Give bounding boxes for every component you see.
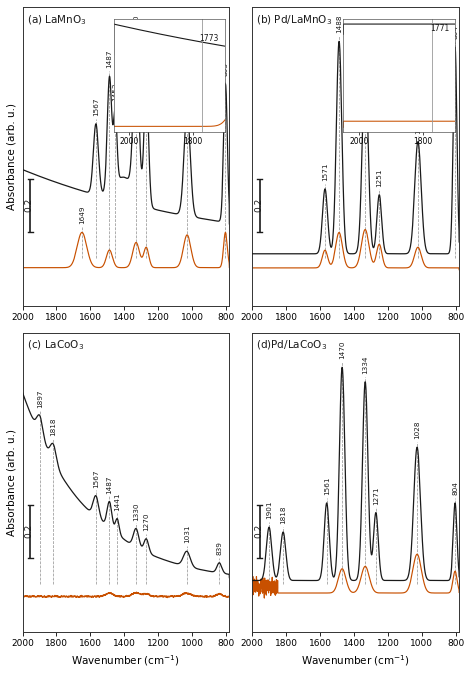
Text: (d)Pd/LaCoO$_{3}$: (d)Pd/LaCoO$_{3}$ — [256, 339, 328, 352]
Text: 1270: 1270 — [143, 512, 149, 531]
Text: 0.2: 0.2 — [25, 198, 34, 213]
Text: 1571: 1571 — [322, 163, 328, 181]
Text: 1567: 1567 — [93, 97, 99, 116]
X-axis label: Wavenumber (cm$^{-1}$): Wavenumber (cm$^{-1}$) — [301, 653, 410, 668]
Text: 1567: 1567 — [93, 469, 99, 488]
Y-axis label: Absorbance (arb. u.): Absorbance (arb. u.) — [7, 429, 17, 536]
Text: 1818: 1818 — [51, 418, 56, 436]
Text: 1251: 1251 — [376, 168, 382, 187]
Text: 1487: 1487 — [107, 475, 112, 493]
Text: 0.2: 0.2 — [25, 524, 34, 539]
Text: 1031: 1031 — [184, 525, 190, 543]
Y-axis label: Absorbance (arb. u.): Absorbance (arb. u.) — [7, 103, 17, 210]
Text: 1270: 1270 — [143, 58, 149, 76]
Text: 1028: 1028 — [414, 421, 420, 439]
Text: 1330: 1330 — [133, 15, 139, 34]
Text: 1901: 1901 — [266, 501, 272, 519]
Text: 1488: 1488 — [336, 15, 342, 33]
Text: 1271: 1271 — [373, 486, 379, 505]
Text: 839: 839 — [216, 541, 222, 555]
Text: 1453: 1453 — [112, 82, 118, 101]
Text: 1441: 1441 — [114, 492, 120, 511]
Text: 1330: 1330 — [133, 502, 139, 520]
Text: 1897: 1897 — [37, 389, 43, 408]
Text: 1334: 1334 — [362, 36, 368, 54]
Text: 804: 804 — [452, 26, 458, 39]
Text: 804: 804 — [452, 481, 458, 495]
Text: 1023: 1023 — [415, 115, 421, 134]
X-axis label: Wavenumber (cm$^{-1}$): Wavenumber (cm$^{-1}$) — [71, 653, 180, 668]
Text: 1649: 1649 — [79, 206, 85, 225]
Text: (c) LaCoO$_{3}$: (c) LaCoO$_{3}$ — [26, 339, 84, 352]
Text: (b) Pd/LaMnO$_{3}$: (b) Pd/LaMnO$_{3}$ — [256, 13, 333, 26]
Text: 1561: 1561 — [324, 477, 330, 495]
Text: (a) LaMnO$_{3}$: (a) LaMnO$_{3}$ — [26, 13, 86, 26]
Text: 0.2: 0.2 — [254, 198, 263, 213]
Text: 1818: 1818 — [280, 506, 286, 524]
Text: 0.2: 0.2 — [254, 524, 263, 539]
Text: 1029: 1029 — [184, 84, 190, 102]
Text: 1470: 1470 — [339, 341, 345, 359]
Text: 1334: 1334 — [362, 355, 368, 374]
Text: 803: 803 — [222, 62, 228, 76]
Text: 1487: 1487 — [107, 50, 112, 68]
